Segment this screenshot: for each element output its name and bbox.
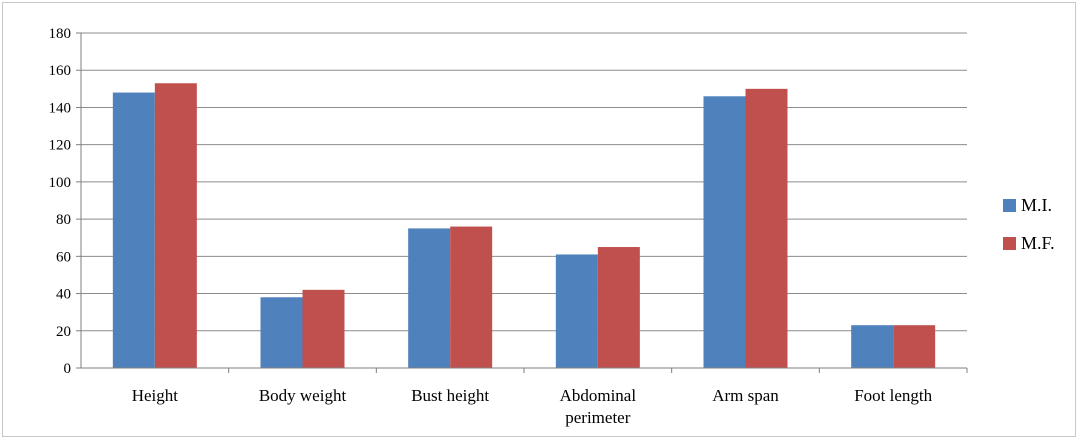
- legend-label-mi: M.I.: [1021, 195, 1052, 215]
- bar-mi: [703, 96, 746, 369]
- x-category-label: Height: [132, 386, 179, 405]
- axes: [80, 33, 968, 373]
- bar-mf: [450, 226, 493, 368]
- legend-label-mf: M.F.: [1021, 233, 1055, 253]
- bar-mf: [893, 325, 936, 368]
- legend: M.I. M.F.: [1003, 195, 1055, 253]
- x-axis-categories: Height Body weight Bust height Abdominal per…: [132, 386, 933, 427]
- y-tick-label: 140: [49, 100, 72, 116]
- bar-mf: [745, 88, 788, 368]
- bar-mi: [112, 92, 155, 369]
- y-tick-label: 100: [49, 175, 72, 191]
- x-category-label: perimeter: [565, 408, 630, 427]
- x-category-label: Abdominal: [560, 386, 637, 405]
- x-category-label: Body weight: [259, 386, 347, 405]
- bar-mi: [260, 297, 303, 368]
- bar-mf: [302, 289, 345, 368]
- y-tick-label: 40: [56, 287, 71, 303]
- y-tick-label: 80: [56, 212, 71, 228]
- x-category-label: Foot length: [854, 386, 932, 405]
- y-tick-label: 160: [49, 63, 72, 79]
- y-tick-label: 120: [49, 138, 72, 154]
- y-tick-label: 60: [56, 249, 71, 265]
- chart-frame: 0 20 40 60 80 100 120 140 160 180 Height Body weig…: [2, 2, 1076, 437]
- legend-swatch-mi: [1003, 199, 1016, 212]
- bar-mf: [597, 247, 640, 368]
- y-axis-ticks: 0 20 40 60 80 100 120 140 160 180: [49, 26, 81, 377]
- bar-mi: [851, 325, 894, 368]
- x-category-label: Bust height: [411, 386, 489, 405]
- y-tick-label: 180: [49, 26, 72, 42]
- legend-swatch-mf: [1003, 237, 1016, 250]
- x-category-label: Arm span: [712, 386, 779, 405]
- y-tick-label: 0: [64, 361, 72, 377]
- bar-mf: [154, 83, 197, 368]
- y-tick-label: 20: [56, 324, 71, 340]
- bars: [112, 83, 936, 369]
- bar-mi: [408, 228, 451, 368]
- bar-chart: 0 20 40 60 80 100 120 140 160 180 Height Body weig…: [49, 26, 1055, 427]
- bar-mi: [555, 254, 598, 368]
- gridlines: [81, 32, 967, 332]
